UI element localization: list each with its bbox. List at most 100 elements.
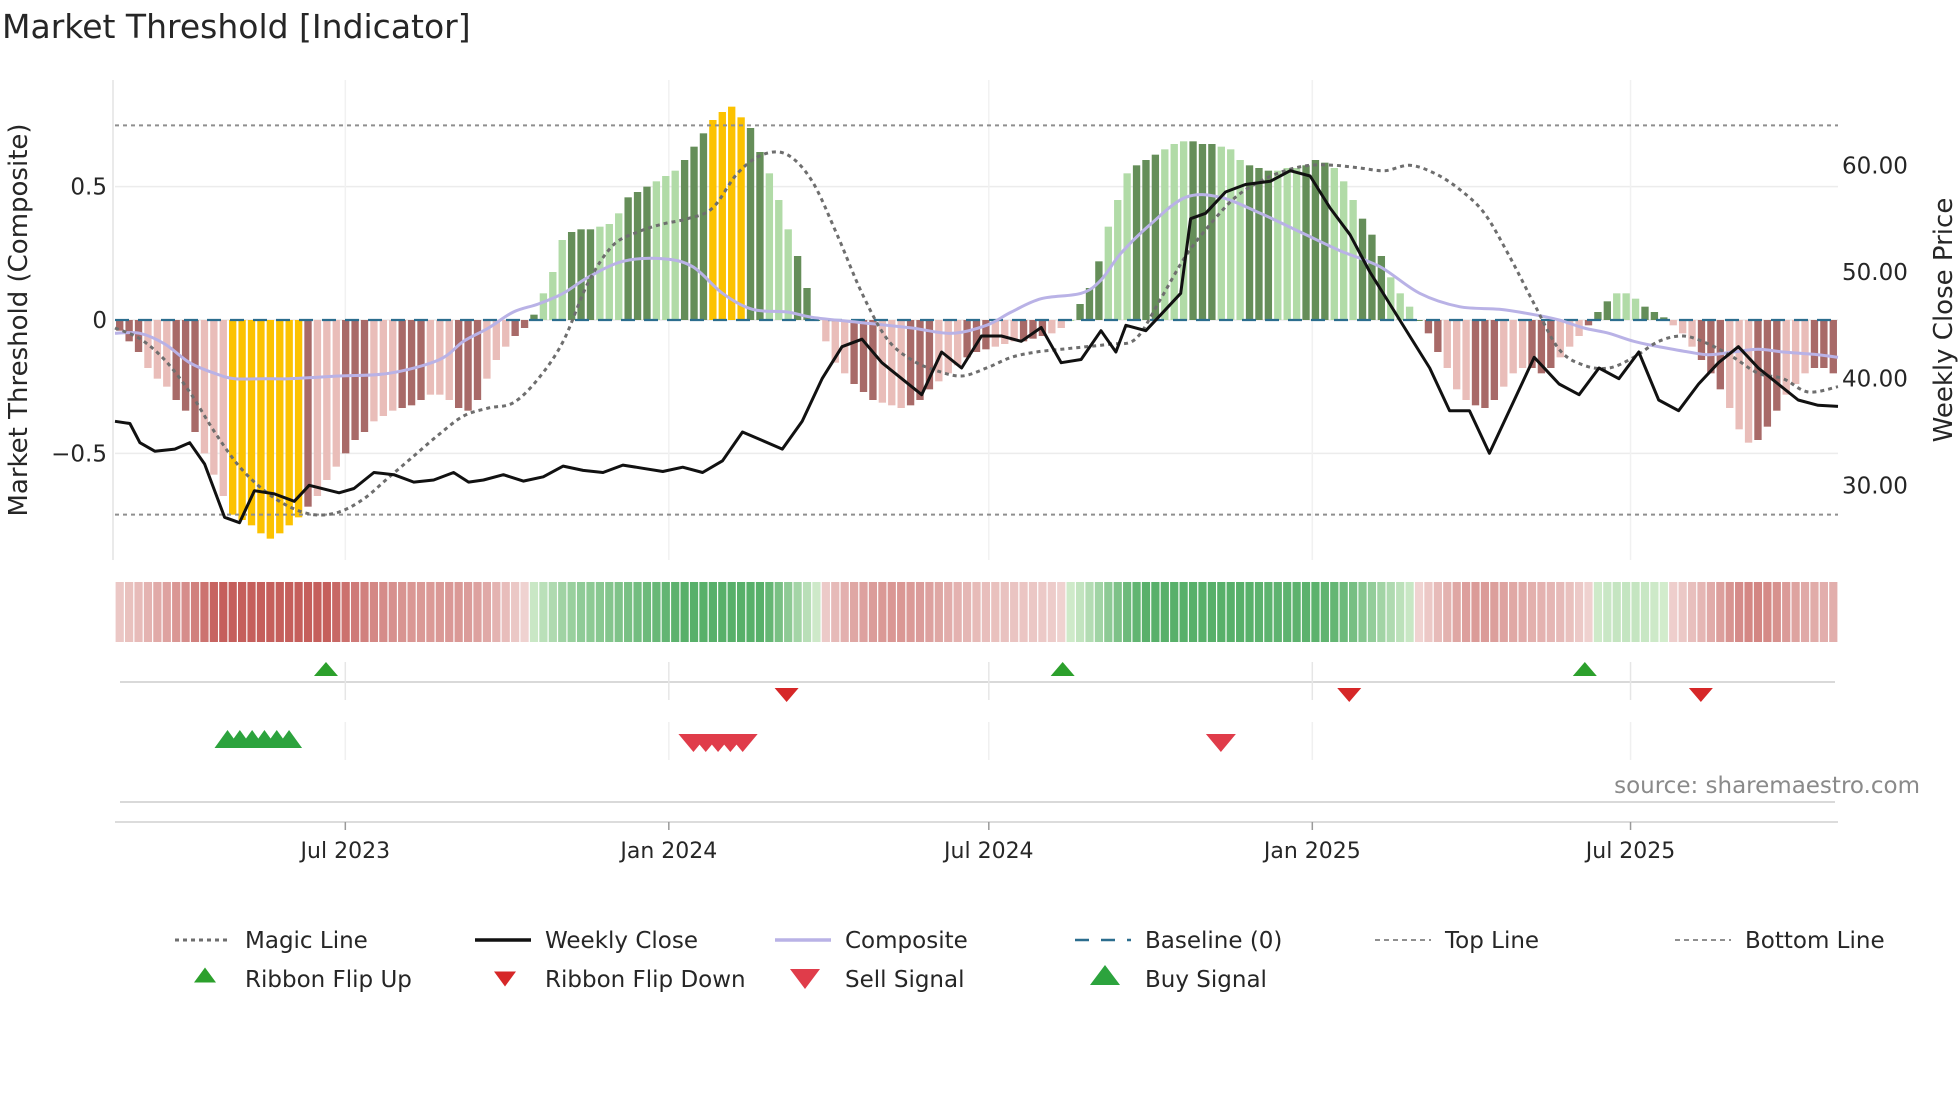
- ribbon-cell-17: [275, 582, 284, 642]
- ribbon-cell-92: [981, 582, 991, 642]
- composite-bar-44: [530, 314, 538, 320]
- ribbon-cell-141: [1443, 582, 1452, 642]
- ribbon-cell-66: [737, 582, 746, 642]
- composite-bar-1: [125, 320, 133, 342]
- ribbon-cell-90: [962, 582, 972, 642]
- ribbon-cell-106: [1113, 582, 1122, 642]
- ribbon-cell-105: [1104, 582, 1113, 642]
- ribbon-cell-173: [1744, 582, 1753, 642]
- composite-bar-136: [1396, 293, 1404, 320]
- composite-bar-173: [1744, 320, 1753, 443]
- composite-line: [114, 193, 1839, 381]
- composite-bar-60: [680, 160, 689, 320]
- composite-bar-67: [746, 128, 755, 320]
- ribbon-cell-2: [134, 582, 143, 642]
- ribbon-cell-64: [718, 582, 727, 642]
- composite-bar-30: [398, 320, 406, 408]
- ribbon-cell-138: [1414, 582, 1424, 642]
- chart-title: Market Threshold [Indicator]: [2, 7, 471, 46]
- ribbon-cell-175: [1763, 582, 1772, 642]
- ribbon-cell-128: [1320, 582, 1329, 642]
- composite-bar-96: [1019, 320, 1028, 342]
- ribbon-cell-85: [915, 582, 925, 642]
- composite-bar-148: [1509, 320, 1517, 374]
- composite-bar-94: [1001, 320, 1009, 344]
- ribbon-cell-108: [1132, 582, 1141, 642]
- ribbon-cell-142: [1452, 582, 1461, 642]
- composite-bar-176: [1773, 320, 1781, 411]
- legend-item-4: Top Line: [1375, 928, 1539, 954]
- ribbon-cell-127: [1311, 582, 1320, 642]
- ribbon-cell-45: [539, 582, 548, 642]
- composite-bar-177: [1782, 320, 1790, 395]
- composite-bar-109: [1142, 160, 1150, 320]
- x-tick-label-1: Jan 2024: [618, 839, 717, 864]
- composite-bar-104: [1095, 261, 1103, 320]
- composite-bar-146: [1490, 320, 1499, 400]
- composite-bar-65: [728, 106, 736, 321]
- composite-bar-153: [1556, 320, 1564, 358]
- ribbon-cell-14: [247, 582, 256, 642]
- ribbon-flip-up-marker-1: [1050, 662, 1075, 676]
- composite-bar-164: [1660, 317, 1668, 320]
- x-tick-label-0: Jul 2023: [299, 839, 391, 864]
- ribbon-cell-136: [1396, 582, 1405, 642]
- composite-bar-57: [652, 181, 661, 320]
- composite-bar-128: [1321, 162, 1329, 320]
- ribbon-flip-down-marker-2: [1688, 688, 1713, 702]
- composite-bar-76: [831, 320, 839, 363]
- composite-bar-138: [1415, 320, 1423, 321]
- left-tick-label-2: −0.5: [51, 441, 107, 467]
- composite-bar-89: [953, 320, 962, 366]
- ribbon-cell-79: [859, 582, 868, 642]
- composite-bar-86: [925, 320, 934, 390]
- ribbon-cell-97: [1028, 582, 1038, 642]
- ribbon-cell-166: [1678, 582, 1687, 642]
- ribbon-cell-137: [1405, 582, 1414, 642]
- composite-bar-72: [793, 256, 802, 320]
- right-tick-label-2: 40.00: [1842, 367, 1908, 393]
- legend-item-2: Composite: [775, 928, 968, 954]
- right-axis-label: Weekly Close Price: [1929, 198, 1959, 443]
- ribbon-cell-148: [1509, 582, 1518, 642]
- composite-bar-3: [144, 320, 152, 368]
- ribbon-cell-133: [1367, 582, 1377, 642]
- composite-bar-32: [417, 320, 425, 400]
- ribbon-cell-152: [1546, 582, 1555, 642]
- ribbon-cell-31: [407, 582, 416, 642]
- ribbon-cell-103: [1085, 582, 1094, 642]
- source-label: source: sharemaestro.com: [1614, 773, 1920, 799]
- composite-bar-113: [1179, 141, 1188, 320]
- ribbon-cell-51: [595, 582, 604, 642]
- legend-item-1: Weekly Close: [475, 928, 698, 954]
- ribbon-cell-10: [209, 582, 218, 642]
- ribbon-cell-180: [1810, 582, 1819, 642]
- ribbon-cell-25: [350, 582, 360, 642]
- composite-bar-166: [1678, 320, 1687, 334]
- ribbon-cell-119: [1236, 582, 1245, 642]
- ribbon-cell-65: [727, 582, 736, 642]
- ribbon-cell-56: [642, 582, 652, 642]
- ribbon-cell-153: [1556, 582, 1565, 642]
- composite-bar-152: [1547, 320, 1555, 368]
- ribbon-cell-5: [162, 582, 171, 642]
- ribbon-cell-86: [925, 582, 934, 642]
- composite-bar-105: [1104, 226, 1112, 320]
- composite-bar-151: [1537, 320, 1546, 374]
- ribbon-cell-78: [849, 582, 859, 642]
- ribbon-cell-107: [1123, 582, 1132, 642]
- composite-bar-49: [577, 229, 585, 320]
- ribbon-cell-164: [1659, 582, 1668, 642]
- composite-bar-108: [1132, 165, 1141, 320]
- ribbon-cell-161: [1631, 582, 1640, 642]
- ribbon-cell-76: [831, 582, 840, 642]
- sell-signal-marker-5: [1205, 734, 1236, 752]
- composite-bar-135: [1387, 277, 1395, 320]
- composite-bar-106: [1114, 200, 1122, 320]
- ribbon-cell-84: [906, 582, 915, 642]
- ribbon-cell-89: [953, 582, 962, 642]
- ribbon-cell-61: [689, 582, 699, 642]
- ribbon-cell-147: [1499, 582, 1508, 642]
- ribbon-cell-95: [1010, 582, 1019, 642]
